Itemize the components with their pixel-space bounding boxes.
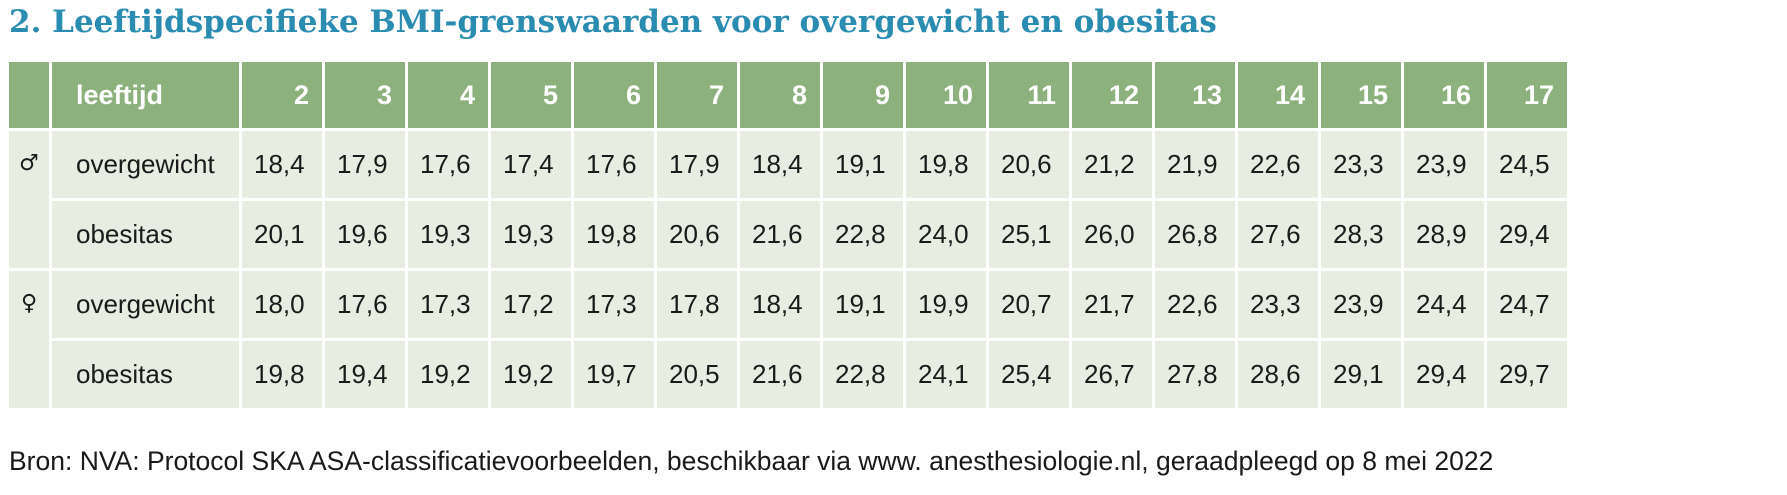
value-cell: 19,7 [574, 341, 654, 408]
value-cell: 24,5 [1487, 131, 1567, 198]
value-cell: 26,0 [1072, 201, 1152, 268]
value-cell: 17,9 [657, 131, 737, 198]
value-cell: 17,6 [408, 131, 488, 198]
header-age-17: 17 [1487, 62, 1567, 128]
value-cell: 24,4 [1404, 271, 1484, 338]
value-cell: 17,8 [657, 271, 737, 338]
female-symbol-icon: ♀ [9, 271, 49, 408]
value-cell: 19,1 [823, 271, 903, 338]
header-age-12: 12 [1072, 62, 1152, 128]
header-label-leeftijd: leeftijd [52, 62, 239, 128]
value-cell: 19,9 [906, 271, 986, 338]
value-cell: 28,9 [1404, 201, 1484, 268]
value-cell: 27,8 [1155, 341, 1235, 408]
value-cell: 17,3 [408, 271, 488, 338]
value-cell: 27,6 [1238, 201, 1318, 268]
value-cell: 19,1 [823, 131, 903, 198]
value-cell: 23,3 [1321, 131, 1401, 198]
value-cell: 19,8 [574, 201, 654, 268]
value-cell: 22,8 [823, 341, 903, 408]
value-cell: 25,1 [989, 201, 1069, 268]
value-cell: 18,4 [740, 131, 820, 198]
header-age-9: 9 [823, 62, 903, 128]
page-title: 2. Leeftijdspecifieke BMI-grenswaarden v… [9, 4, 1217, 40]
value-cell: 21,6 [740, 201, 820, 268]
value-cell: 23,9 [1321, 271, 1401, 338]
value-cell: 17,6 [325, 271, 405, 338]
value-cell: 23,3 [1238, 271, 1318, 338]
header-age-8: 8 [740, 62, 820, 128]
value-cell: 24,0 [906, 201, 986, 268]
value-cell: 29,4 [1487, 201, 1567, 268]
header-age-13: 13 [1155, 62, 1235, 128]
value-cell: 22,8 [823, 201, 903, 268]
value-cell: 28,6 [1238, 341, 1318, 408]
value-cell: 19,2 [408, 341, 488, 408]
value-cell: 17,6 [574, 131, 654, 198]
value-cell: 20,7 [989, 271, 1069, 338]
value-cell: 19,8 [242, 341, 322, 408]
row-label-overgewicht: overgewicht [52, 271, 239, 338]
value-cell: 29,4 [1404, 341, 1484, 408]
value-cell: 22,6 [1155, 271, 1235, 338]
male-symbol-icon: ♂ [9, 131, 49, 268]
header-age-3: 3 [325, 62, 405, 128]
value-cell: 21,2 [1072, 131, 1152, 198]
header-corner-cell [9, 62, 49, 128]
value-cell: 18,4 [740, 271, 820, 338]
value-cell: 17,2 [491, 271, 571, 338]
value-cell: 19,4 [325, 341, 405, 408]
value-cell: 19,6 [325, 201, 405, 268]
value-cell: 20,1 [242, 201, 322, 268]
value-cell: 21,6 [740, 341, 820, 408]
value-cell: 19,3 [491, 201, 571, 268]
value-cell: 20,6 [989, 131, 1069, 198]
value-cell: 24,1 [906, 341, 986, 408]
value-cell: 22,6 [1238, 131, 1318, 198]
header-row: leeftijd 2 3 4 5 6 7 8 9 10 11 12 13 14 15 16 17 [9, 62, 1567, 128]
header-age-5: 5 [491, 62, 571, 128]
value-cell: 18,0 [242, 271, 322, 338]
row-label-overgewicht: overgewicht [52, 131, 239, 198]
value-cell: 20,5 [657, 341, 737, 408]
table-row: ♀ overgewicht 18,0 17,6 17,3 17,2 17,3 17,8 18,4… [9, 271, 1567, 408]
value-cell: 28,3 [1321, 201, 1401, 268]
value-cell: 25,4 [989, 341, 1069, 408]
value-cell: 21,9 [1155, 131, 1235, 198]
value-cell: 26,8 [1155, 201, 1235, 268]
value-cell: 29,1 [1321, 341, 1401, 408]
header-age-11: 11 [989, 62, 1069, 128]
value-cell: 17,9 [325, 131, 405, 198]
header-age-14: 14 [1238, 62, 1318, 128]
value-cell: 29,7 [1487, 341, 1567, 408]
table-row: obesitas 20,1 19,6 19,3 19,3 19,8 20,6 21,6 22,8… [9, 201, 1567, 268]
bmi-table: leeftijd 2 3 4 5 6 7 8 9 10 11 12 13 14 15 16 17 ♂ overgew… [6, 59, 1570, 411]
value-cell: 20,6 [657, 201, 737, 268]
value-cell: 17,3 [574, 271, 654, 338]
header-age-2: 2 [242, 62, 322, 128]
value-cell: 19,8 [906, 131, 986, 198]
value-cell: 19,3 [408, 201, 488, 268]
header-age-4: 4 [408, 62, 488, 128]
value-cell: 19,2 [491, 341, 571, 408]
table-row: ♂ overgewicht 18,4 17,9 17,6 17,4 17,6 17,9 18,4… [9, 131, 1567, 268]
row-label-obesitas: obesitas [52, 341, 239, 408]
value-cell: 18,4 [242, 131, 322, 198]
header-age-6: 6 [574, 62, 654, 128]
value-cell: 23,9 [1404, 131, 1484, 198]
header-age-10: 10 [906, 62, 986, 128]
value-cell: 21,7 [1072, 271, 1152, 338]
header-age-7: 7 [657, 62, 737, 128]
value-cell: 17,4 [491, 131, 571, 198]
header-age-16: 16 [1404, 62, 1484, 128]
source-note: Bron: NVA: Protocol SKA ASA-classificati… [9, 446, 1494, 476]
value-cell: 26,7 [1072, 341, 1152, 408]
table-row: obesitas 19,8 19,4 19,2 19,2 19,7 20,5 21,6 22,8… [9, 341, 1567, 408]
value-cell: 24,7 [1487, 271, 1567, 338]
row-label-obesitas: obesitas [52, 201, 239, 268]
header-age-15: 15 [1321, 62, 1401, 128]
